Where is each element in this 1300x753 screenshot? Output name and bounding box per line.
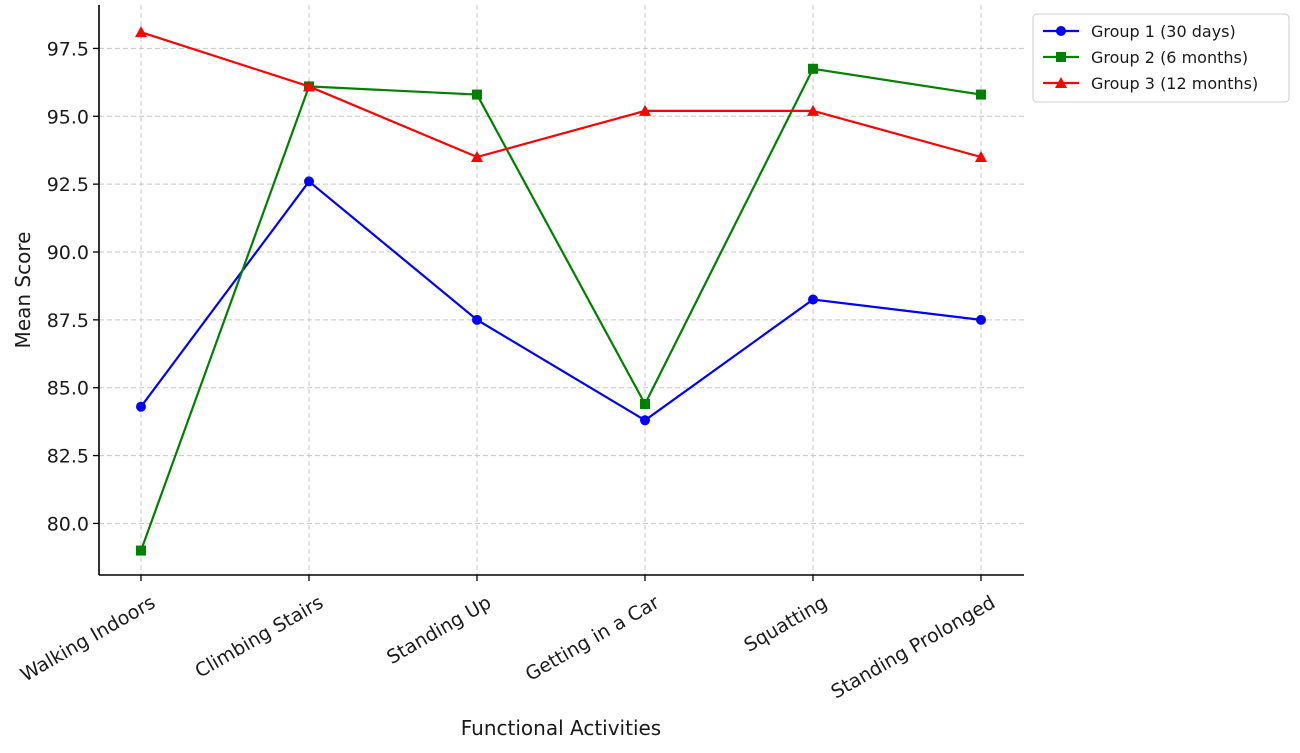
x-tick-label: Squatting: [740, 591, 831, 656]
legend-item-3: Group 3 (12 months): [1043, 74, 1258, 93]
x-axis-label: Functional Activities: [461, 716, 661, 740]
data-point-series-2: [976, 89, 986, 100]
legend-marker: [1055, 77, 1067, 88]
y-tick-label: 87.5: [47, 310, 89, 332]
legend-label: Group 1 (30 days): [1091, 22, 1236, 41]
legend-marker: [1056, 52, 1066, 62]
y-tick-label: 80.0: [47, 513, 89, 535]
y-tick-label: 90.0: [47, 242, 89, 264]
y-tick-label: 85.0: [47, 378, 89, 400]
data-point-series-2: [640, 399, 650, 409]
data-point-series-2: [136, 545, 146, 556]
legend-item-1: Group 1 (30 days): [1043, 22, 1236, 41]
y-axis-label: Mean Score: [11, 232, 35, 349]
data-point-series-2: [472, 89, 482, 100]
series-group-1: [136, 176, 986, 426]
series-group-2: [136, 63, 986, 556]
y-tick-label: 97.5: [47, 38, 89, 60]
x-tick-label: Standing Prolonged: [827, 591, 999, 703]
data-point-series-3: [975, 151, 987, 162]
grid: [99, 5, 1024, 575]
x-ticks: Walking Indoors Climbing Stairs Standing U…: [17, 575, 999, 703]
axes: [98, 5, 1024, 576]
x-tick-label: Walking Indoors: [17, 591, 159, 686]
data-point-series-3: [471, 151, 483, 162]
data-point-series-1: [976, 314, 986, 325]
y-tick-label: 92.5: [47, 174, 89, 196]
data-point-series-1: [808, 294, 818, 305]
legend: Group 1 (30 days) Group 2 (6 months) Group…: [1032, 13, 1290, 103]
data-point-series-1: [472, 314, 482, 325]
y-tick-label: 95.0: [47, 106, 89, 128]
series-line-2: [139, 67, 982, 551]
legend-label: Group 3 (12 months): [1091, 74, 1258, 93]
legend-item-2: Group 2 (6 months): [1043, 48, 1248, 67]
data-point-series-3: [303, 80, 315, 92]
series-line-1: [140, 179, 982, 422]
x-tick-label: Getting in a Car: [522, 591, 663, 685]
data-point-series-3: [639, 104, 651, 116]
data-point-series-1: [136, 401, 146, 412]
data-point-series-1: [304, 176, 314, 187]
data-point-series-1: [640, 415, 650, 426]
legend-box: [1032, 13, 1290, 103]
data-point-series-3: [807, 104, 819, 116]
series-layer: [135, 26, 987, 556]
legend-marker: [1056, 26, 1066, 36]
data-point-series-3: [135, 26, 147, 38]
series-line-3: [140, 31, 982, 159]
x-tick-label: Standing Up: [383, 591, 495, 668]
y-tick-label: 82.5: [47, 446, 89, 468]
y-ticks: 80.0 82.5 85.0 87.5 90.0 92.5 95.0 97.5: [47, 38, 99, 535]
data-point-series-2: [808, 63, 818, 74]
series-group-3: [135, 26, 987, 162]
x-tick-label: Climbing Stairs: [191, 591, 327, 682]
legend-label: Group 2 (6 months): [1091, 48, 1248, 67]
